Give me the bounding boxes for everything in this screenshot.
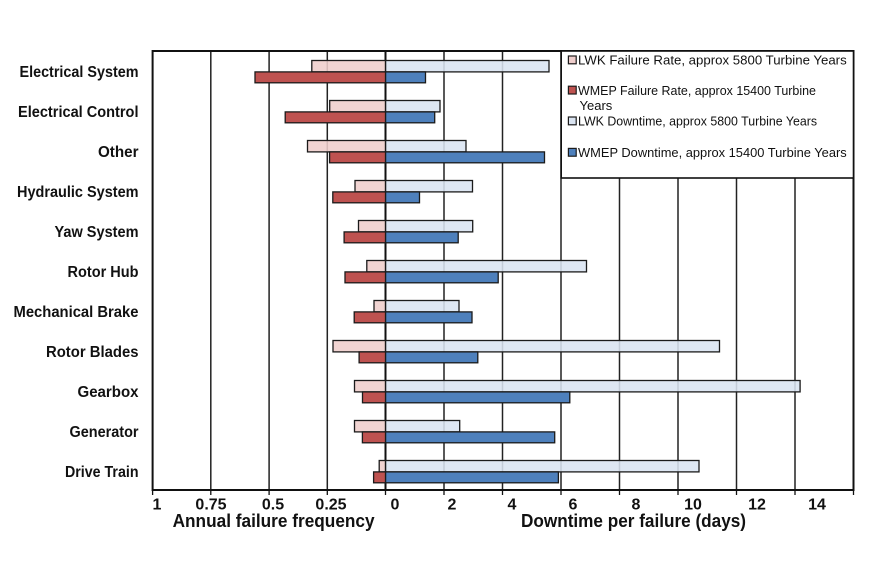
svg-text:Drive Train: Drive Train [65, 464, 139, 481]
svg-text:Annual failure frequency: Annual failure frequency [173, 511, 375, 531]
svg-text:14: 14 [808, 497, 826, 514]
svg-text:Generator: Generator [70, 424, 139, 441]
svg-text:Years: Years [580, 98, 613, 113]
svg-text:WMEP Failure Rate, approx 1540: WMEP Failure Rate, approx 15400 Turbine [578, 83, 816, 98]
svg-text:0: 0 [391, 497, 400, 514]
svg-text:LWK Failure Rate, approx 5800: LWK Failure Rate, approx 5800 Turbine Ye… [578, 53, 847, 68]
svg-text:0.25: 0.25 [315, 497, 346, 514]
svg-text:Yaw System: Yaw System [55, 224, 139, 241]
svg-text:Mechanical Brake: Mechanical Brake [14, 304, 139, 321]
svg-text:6: 6 [569, 497, 578, 514]
svg-text:Other: Other [98, 144, 139, 161]
svg-text:Gearbox: Gearbox [78, 384, 139, 401]
svg-text:0.75: 0.75 [195, 497, 226, 514]
svg-text:1: 1 [153, 497, 162, 514]
svg-text:0.5: 0.5 [262, 497, 284, 514]
svg-text:Electrical System: Electrical System [20, 64, 139, 81]
svg-text:Downtime per failure (days): Downtime per failure (days) [521, 511, 746, 531]
svg-text:8: 8 [632, 497, 641, 514]
svg-text:10: 10 [684, 497, 702, 514]
svg-text:Hydraulic System: Hydraulic System [17, 184, 139, 201]
svg-text:LWK Downtime, approx 5800 Turb: LWK Downtime, approx 5800 Turbine Years [578, 114, 817, 129]
svg-text:Electrical Control: Electrical Control [18, 104, 139, 121]
svg-text:Rotor Hub: Rotor Hub [68, 264, 139, 281]
svg-text:12: 12 [748, 497, 766, 514]
svg-text:2: 2 [448, 497, 457, 514]
svg-text:Rotor Blades: Rotor Blades [46, 344, 139, 361]
svg-text:4: 4 [508, 497, 517, 514]
svg-text:WMEP Downtime, approx 15400 Tu: WMEP Downtime, approx 15400 Turbine Year… [578, 145, 847, 160]
